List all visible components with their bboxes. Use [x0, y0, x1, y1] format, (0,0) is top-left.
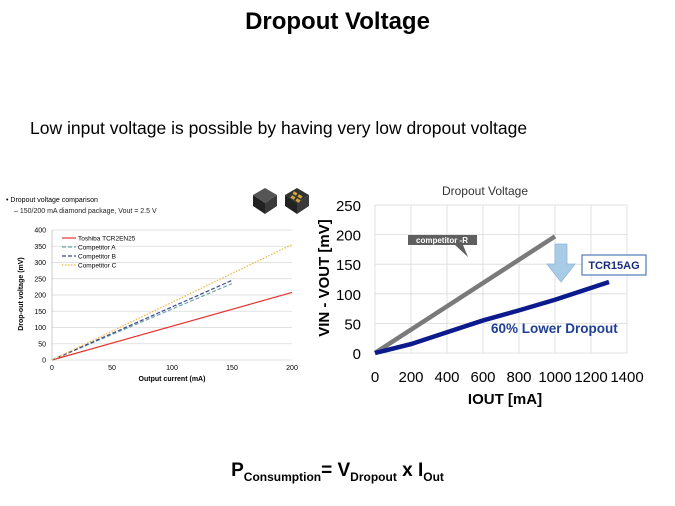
right-chart-x-tick-label: 800 [506, 369, 531, 386]
right-chart-x-tick-label: 0 [371, 369, 379, 386]
right-chart-series-line [374, 279, 610, 356]
right-chart-series-line [373, 234, 557, 355]
right-chart-y-ticks: 0 50 100 150 200 250 [336, 198, 361, 363]
slide-subtitle: Low input voltage is possible by having … [30, 118, 528, 138]
right-chart-y-tick-label: 100 [336, 287, 361, 304]
slide-title: Dropout Voltage [245, 8, 430, 35]
left-chart-legend-label: Toshiba TCR2EN25 [78, 236, 136, 243]
left-chart-series [51, 244, 293, 361]
left-chart-y-tick-label: 150 [34, 309, 46, 316]
left-chart-legend: Toshiba TCR2EN25 Competitor A Competitor B… [62, 236, 136, 270]
right-chart: Dropout Voltage 0 50 100 150 200 250 0 200 400 6… [316, 184, 647, 408]
left-chart-x-ticks: 0 50 100 150 200 [50, 365, 298, 372]
left-chart-y-tick-label: 100 [34, 325, 46, 332]
formula-i-sub: Out [423, 469, 444, 484]
right-chart-y-tick-label: 0 [353, 346, 361, 363]
left-chart-x-tick-label: 0 [50, 365, 54, 372]
left-chart-grid [51, 229, 292, 361]
right-chart-y-tick-label: 50 [344, 316, 361, 333]
product-label-box [581, 254, 647, 276]
right-chart-series [373, 234, 610, 356]
right-chart-x-ticks: 0 200 400 600 800 1000 1200 1400 [371, 369, 644, 386]
chip-top-icon [253, 188, 277, 214]
left-chart-y-tick-label: 0 [42, 358, 46, 365]
competitor-label-box [408, 235, 477, 257]
formula-p-sub: Consumption [243, 469, 322, 484]
left-chart-subbullet: – 150/200 mA diamond package, Vout = 2.5… [14, 208, 157, 215]
competitor-label: competitor -R [416, 236, 468, 245]
left-chart-series-line [51, 279, 233, 361]
left-chart-y-tick-label: 300 [34, 260, 46, 267]
formula-eq: = V [321, 460, 351, 481]
left-chart-y-tick-label: 50 [38, 341, 46, 348]
left-chart-legend-label: Competitor A [78, 245, 116, 252]
right-chart-x-tick-label: 200 [398, 369, 423, 386]
right-chart-y-tick-label: 250 [336, 198, 361, 215]
right-chart-y-tick-label: 150 [336, 257, 361, 274]
left-chart-y-tick-label: 250 [34, 276, 46, 283]
left-chart-y-tick-label: 350 [34, 244, 46, 251]
left-chart-x-tick-label: 100 [166, 365, 178, 372]
left-chart: 0 50 100 150 200 250 300 350 400 0 50 100 150 200 To… [18, 228, 298, 384]
formula-x: x I [396, 460, 424, 481]
lower-dropout-label: 60% Lower Dropout [491, 321, 618, 336]
right-chart-x-tick-label: 400 [434, 369, 459, 386]
power-formula: PConsumption= VDropout x IOut [0, 460, 675, 484]
left-chart-series-line [51, 244, 293, 361]
right-chart-x-tick-label: 1400 [610, 369, 643, 386]
left-chart-legend-label: Competitor B [78, 254, 116, 261]
left-chart-legend-label: Competitor C [78, 263, 117, 270]
right-chart-x-tick-label: 600 [470, 369, 495, 386]
right-chart-annotations: competitor -R TCR15AG 60% Lower Dropout [408, 235, 647, 336]
formula-v-sub: Dropout [350, 469, 397, 484]
left-chart-y-tick-label: 400 [34, 228, 46, 235]
right-chart-y-axis-label: VIN - VOUT [mV] [316, 219, 333, 337]
left-chart-y-axis-label: Drop-out voltage (mV) [18, 257, 25, 331]
left-chart-x-tick-label: 50 [108, 365, 116, 372]
right-chart-grid [374, 204, 628, 354]
right-chart-x-tick-label: 1000 [538, 369, 571, 386]
right-chart-title: Dropout Voltage [442, 184, 528, 198]
left-chart-series-line [51, 291, 293, 361]
left-chart-x-axis-label: Output current (mA) [139, 376, 206, 383]
chip-bottom-icon [285, 188, 309, 214]
right-chart-x-axis-label: IOUT [mA] [468, 391, 542, 408]
left-chart-bullet: • Dropout voltage comparison [6, 197, 98, 204]
right-chart-x-tick-label: 1200 [574, 369, 607, 386]
product-label: TCR15AG [588, 260, 639, 272]
left-chart-y-tick-label: 200 [34, 293, 46, 300]
down-arrow-icon [546, 243, 576, 283]
right-chart-y-tick-label: 200 [336, 228, 361, 245]
left-chart-x-tick-label: 200 [286, 365, 298, 372]
left-chart-y-ticks: 0 50 100 150 200 250 300 350 400 [34, 228, 46, 365]
formula-p: P [231, 460, 244, 481]
left-chart-x-tick-label: 150 [226, 365, 238, 372]
